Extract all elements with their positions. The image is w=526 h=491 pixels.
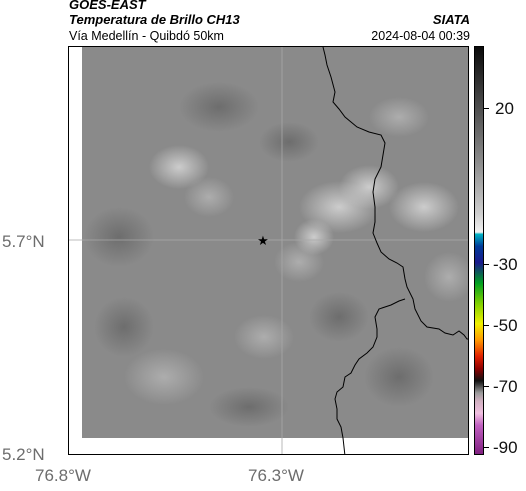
lon-tick-label: 76.8°W [35, 466, 91, 485]
lon-tick-label: 76.3°W [248, 466, 304, 485]
colorbar-tick-label: -90 [493, 438, 518, 457]
satellite-image: ★ [69, 47, 468, 454]
colorbar-tick [484, 447, 489, 448]
department-boundary [322, 47, 468, 454]
organization-label: SIATA [432, 12, 470, 27]
colorbar-tick [484, 108, 489, 109]
lat-tick-label: 5.2°N [2, 445, 45, 464]
lat-tick-label: 5.7°N [2, 232, 45, 251]
colorbar-tick-label: 20 [495, 99, 514, 118]
colorbar-tick-label: -70 [493, 377, 518, 396]
region-subtitle: Vía Medellín - Quibdó 50km [69, 29, 224, 43]
colorbar-gradient [475, 47, 483, 454]
colorbar-tick [484, 386, 489, 387]
map-panel[interactable]: ★ [68, 46, 469, 455]
colorbar [474, 46, 484, 455]
colorbar-tick-label: -50 [493, 316, 518, 335]
satellite-title: GOES-EAST [69, 0, 146, 12]
product-title: Temperatura de Brillo CH13 [69, 12, 240, 27]
colorbar-tick [484, 325, 489, 326]
colorbar-tick [484, 264, 489, 265]
colorbar-tick-label: -30 [493, 255, 518, 274]
datetime-label: 2024-08-04 00:39 [371, 29, 470, 43]
station-marker-icon: ★ [257, 234, 269, 249]
